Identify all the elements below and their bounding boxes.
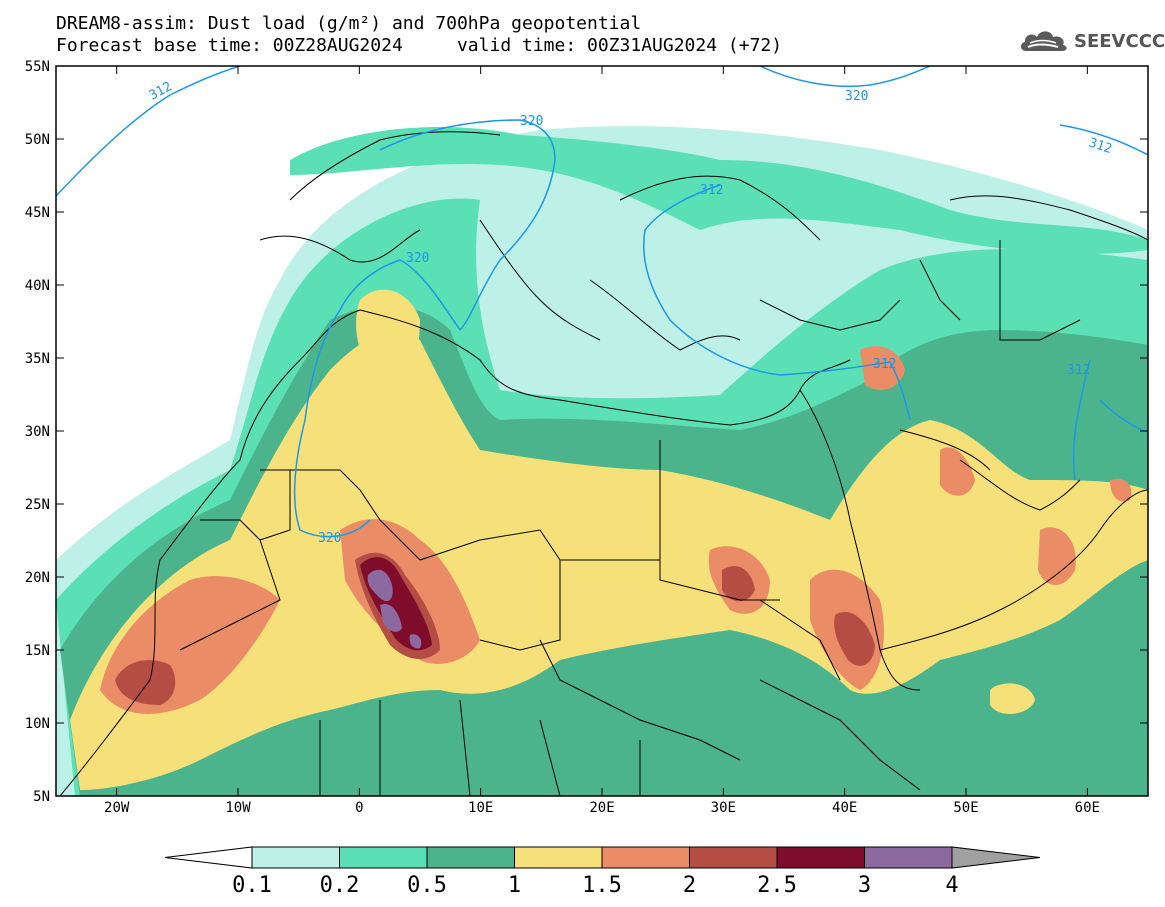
contour-label: 320 — [318, 531, 341, 546]
latitude-label: 55N — [25, 59, 50, 75]
latitude-label: 30N — [25, 424, 50, 440]
colorbar-swatch — [864, 846, 953, 869]
colorbar-label: 4 — [945, 873, 958, 898]
contour-label: 312 — [1067, 363, 1090, 378]
map-subtitle: Forecast base time: 00Z28AUG2024 valid t… — [56, 35, 783, 56]
latitude-label: 40N — [25, 278, 50, 294]
colorbar-label: 1.5 — [582, 873, 622, 898]
dust-band-3 — [367, 569, 422, 649]
axis-ticks — [56, 65, 1148, 797]
colorbar-swatch — [776, 846, 865, 869]
colorbar-swatch — [426, 846, 515, 869]
latitude-label: 15N — [25, 643, 50, 659]
longitude-label: 10E — [468, 800, 493, 816]
colorbar-swatch — [339, 846, 428, 869]
colorbar-label: 2 — [683, 873, 696, 898]
longitude-label: 10W — [225, 800, 251, 816]
contour-labels: 312 320 320 312 312 320 312 312 320 — [147, 79, 1114, 546]
longitude-label: 20E — [589, 800, 614, 816]
colorbar-swatch — [689, 846, 778, 869]
latitude-label: 10N — [25, 716, 50, 732]
longitude-label: 50E — [953, 800, 978, 816]
colorbar-label: 0.5 — [407, 873, 447, 898]
colorbar-swatch — [601, 846, 690, 869]
contour-label: 320 — [520, 114, 543, 129]
longitude-label: 60E — [1075, 800, 1100, 816]
latitude-label: 20N — [25, 570, 50, 586]
map-title: DREAM8-assim: Dust load (g/m²) and 700hP… — [56, 13, 642, 34]
seevccc-logo: SEEVCCC — [1018, 26, 1165, 56]
logo-text: SEEVCCC — [1074, 30, 1165, 52]
colorbar-swatch — [514, 846, 603, 869]
colorbar-label: 0.1 — [232, 873, 272, 898]
colorbar-low-extend — [164, 846, 253, 869]
contour-label: 320 — [406, 251, 429, 266]
contour-label: 320 — [845, 89, 868, 104]
cloud-icon — [1020, 31, 1067, 51]
colorbar — [164, 846, 1041, 869]
latitude-label: 50N — [25, 132, 50, 148]
longitude-label: 40E — [832, 800, 857, 816]
colorbar-label: 2.5 — [757, 873, 797, 898]
longitude-labels: 20W 10W 0 10E 20E 30E 40E 50E 60E — [104, 800, 1100, 816]
longitude-label: 20W — [104, 800, 130, 816]
latitude-label: 5N — [33, 789, 50, 805]
latitude-label: 35N — [25, 351, 50, 367]
longitude-label: 30E — [711, 800, 736, 816]
latitude-label: 45N — [25, 205, 50, 221]
colorbar-label: 3 — [858, 873, 871, 898]
contour-label: 312 — [873, 357, 896, 372]
map-area — [56, 66, 1148, 796]
latitude-label: 25N — [25, 497, 50, 513]
colorbar-swatch — [251, 846, 340, 869]
colorbar-labels: 0.1 0.2 0.5 1 1.5 2 2.5 3 4 — [232, 873, 959, 898]
country-borders — [59, 131, 1148, 796]
colorbar-label: 1 — [508, 873, 521, 898]
contour-label: 312 — [1087, 136, 1114, 158]
contour-label: 312 — [700, 183, 723, 198]
longitude-label: 0 — [355, 800, 363, 816]
latitude-labels: 55N 50N 45N 40N 35N 30N 25N 20N 15N 10N 5N — [25, 59, 50, 805]
dust-band-1 — [70, 289, 1148, 790]
colorbar-high-extend — [951, 846, 1041, 869]
colorbar-label: 0.2 — [320, 873, 360, 898]
